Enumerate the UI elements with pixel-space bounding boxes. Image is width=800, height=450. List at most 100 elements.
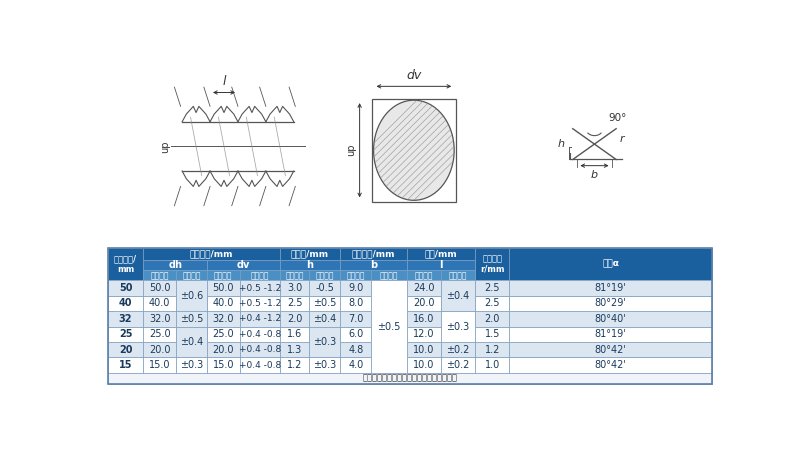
Text: 螺纹高/mm: 螺纹高/mm (291, 250, 329, 259)
Ellipse shape (374, 100, 454, 200)
Bar (340, 280, 371, 296)
Text: 2.0: 2.0 (287, 314, 302, 324)
Bar (280, 357, 310, 373)
Bar (441, 311, 475, 342)
Text: 6.0: 6.0 (348, 329, 363, 339)
Bar (340, 311, 371, 327)
Bar (108, 327, 143, 342)
Bar (176, 270, 207, 280)
Bar (310, 270, 340, 280)
Bar (280, 261, 340, 270)
Text: 7.0: 7.0 (348, 314, 363, 324)
Text: up: up (346, 144, 356, 157)
Bar (509, 248, 712, 280)
Bar (108, 280, 143, 296)
Bar (475, 280, 510, 296)
Text: ±0.5: ±0.5 (180, 314, 203, 324)
Bar (108, 248, 143, 280)
Bar (207, 342, 239, 357)
Text: 20.0: 20.0 (413, 298, 434, 309)
Text: 2.5: 2.5 (286, 298, 302, 309)
Text: 40: 40 (119, 298, 132, 309)
Bar (310, 311, 340, 327)
Text: 15: 15 (119, 360, 132, 370)
Text: 允许偏差: 允许偏差 (182, 271, 201, 280)
Text: 2.5: 2.5 (485, 298, 500, 309)
Text: b: b (591, 170, 598, 180)
Text: ±0.3: ±0.3 (313, 337, 336, 347)
Bar (310, 296, 340, 311)
Bar (207, 270, 239, 280)
Bar (239, 342, 280, 357)
Text: 1.5: 1.5 (485, 329, 500, 339)
Text: 12.0: 12.0 (413, 329, 434, 339)
Text: 允许偏差: 允许偏差 (315, 271, 334, 280)
Bar (441, 280, 475, 311)
Text: 25: 25 (119, 329, 132, 339)
Text: 90°: 90° (609, 113, 626, 123)
Bar (407, 261, 475, 270)
Text: 32.0: 32.0 (149, 314, 170, 324)
Bar (108, 357, 143, 373)
Text: 公称尺寸: 公称尺寸 (346, 271, 365, 280)
Bar (143, 327, 176, 342)
Bar (280, 296, 310, 311)
Text: 4.0: 4.0 (348, 360, 363, 370)
Bar (239, 270, 280, 280)
Bar (280, 327, 310, 342)
Text: 公称尺寸: 公称尺寸 (150, 271, 169, 280)
Text: h: h (558, 139, 565, 149)
Text: 80°42': 80°42' (594, 345, 626, 355)
Bar (239, 296, 280, 311)
Bar (143, 280, 176, 296)
Text: 1.2: 1.2 (485, 345, 500, 355)
Text: 3.0: 3.0 (287, 283, 302, 293)
Text: 20: 20 (119, 345, 132, 355)
Text: 25.0: 25.0 (213, 329, 234, 339)
Text: 允许偏差: 允许偏差 (449, 271, 467, 280)
Bar (441, 342, 475, 357)
Text: 25.0: 25.0 (149, 329, 170, 339)
Bar (143, 342, 176, 357)
Text: 80°42': 80°42' (594, 360, 626, 370)
Text: 50.0: 50.0 (149, 283, 170, 293)
Text: 注：蜗纹底宽允许偏差属于轧制设计参数。: 注：蜗纹底宽允许偏差属于轧制设计参数。 (362, 374, 458, 382)
Bar (280, 280, 310, 296)
Bar (108, 248, 712, 383)
Text: 4.8: 4.8 (348, 345, 363, 355)
Bar (207, 327, 239, 342)
Text: 50.0: 50.0 (213, 283, 234, 293)
Text: 80°40': 80°40' (595, 314, 626, 324)
Text: 导角α: 导角α (602, 260, 619, 269)
Bar (143, 261, 207, 270)
Bar (407, 248, 475, 261)
Text: +0.5 -1.2: +0.5 -1.2 (238, 284, 281, 292)
Bar (509, 327, 712, 342)
Text: 50: 50 (119, 283, 132, 293)
Bar (143, 311, 176, 327)
Bar (407, 357, 441, 373)
Text: +0.4 -0.8: +0.4 -0.8 (238, 330, 281, 339)
Bar (509, 357, 712, 373)
Text: 螺距/mm: 螺距/mm (425, 250, 458, 259)
Bar (143, 248, 280, 261)
Bar (441, 270, 475, 280)
Bar (143, 357, 176, 373)
Text: 8.0: 8.0 (348, 298, 363, 309)
Bar (407, 296, 441, 311)
Text: 允许偏差: 允许偏差 (250, 271, 269, 280)
Text: ±0.4: ±0.4 (180, 337, 203, 347)
Text: 1.0: 1.0 (485, 360, 500, 370)
Text: r: r (619, 135, 624, 144)
Bar (176, 311, 207, 327)
Text: 公称尺寸: 公称尺寸 (214, 271, 233, 280)
Bar (475, 357, 510, 373)
Bar (407, 270, 441, 280)
Text: 81°19': 81°19' (595, 329, 626, 339)
Text: 9.0: 9.0 (348, 283, 363, 293)
Bar (475, 342, 510, 357)
Text: ±0.5: ±0.5 (378, 322, 401, 332)
Text: ±0.3: ±0.3 (313, 360, 336, 370)
Bar (340, 327, 371, 342)
Text: 螺纹根弧
r/mm: 螺纹根弧 r/mm (480, 255, 505, 274)
